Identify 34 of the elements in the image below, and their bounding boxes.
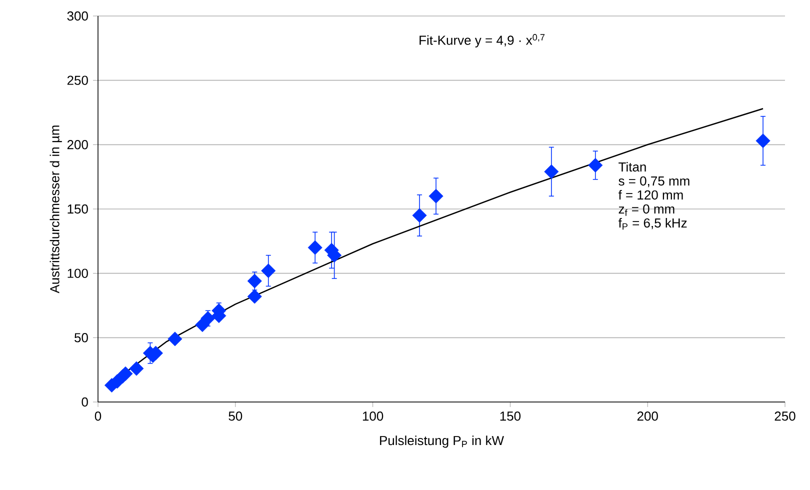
y-tick-label: 150 bbox=[68, 204, 88, 214]
x-tick-label: 0 bbox=[94, 412, 102, 421]
point bbox=[168, 332, 182, 346]
point bbox=[428, 188, 444, 204]
y-tick-label: 250 bbox=[67, 76, 88, 85]
y-axis-title: Austrittsdurchmesser d in µm bbox=[50, 126, 62, 294]
x-tick-label: 100 bbox=[362, 412, 384, 421]
x-axis-title: Pulsleistung P$_{P}$ in kW bbox=[380, 436, 504, 448]
point bbox=[118, 366, 133, 381]
annotation: f$_{P}$ = 6,5 kHz bbox=[618, 218, 687, 230]
point bbox=[412, 208, 427, 223]
annotation: z$_{f}$ = 0 mm bbox=[618, 204, 674, 216]
x-tick-label: 250 bbox=[774, 412, 796, 421]
point bbox=[200, 311, 216, 326]
point bbox=[588, 158, 603, 173]
x-tick-label: 50 bbox=[228, 412, 242, 421]
annotation: Fit-Kurve y = 4,9 · x$^{0,7}$ bbox=[420, 34, 545, 48]
y-tick-label: 50 bbox=[74, 333, 88, 342]
y-tick-label: 0 bbox=[82, 397, 88, 407]
point bbox=[308, 240, 322, 255]
annotation: f = 120 mm bbox=[618, 190, 683, 200]
point bbox=[247, 289, 262, 304]
x-tick-label: 200 bbox=[637, 412, 658, 421]
point bbox=[544, 164, 559, 179]
annotation: Titan bbox=[618, 162, 646, 172]
point bbox=[247, 274, 262, 288]
y-tick-label: 300 bbox=[67, 11, 88, 21]
y-tick-label: 200 bbox=[67, 140, 88, 150]
point bbox=[756, 134, 770, 148]
x-tick-label: 150 bbox=[500, 412, 521, 421]
point bbox=[129, 361, 144, 376]
y-tick-label: 100 bbox=[68, 268, 88, 278]
point bbox=[261, 263, 276, 278]
annotation: s = 0,75 mm bbox=[618, 176, 690, 188]
